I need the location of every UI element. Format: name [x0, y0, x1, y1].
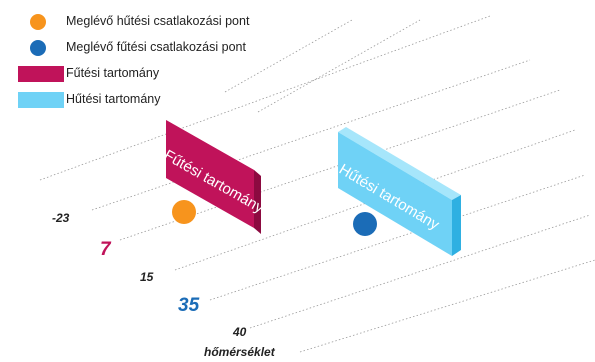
legend-item-heating-range: Fűtési tartomány [0, 64, 330, 84]
cooling-block-side [452, 195, 461, 256]
heating-block-front [166, 120, 254, 228]
legend-label: Meglévő hűtési csatlakozási pont [66, 14, 250, 28]
cooling-connection-point [172, 200, 196, 224]
legend: Meglévő hűtési csatlakozási pont Meglévő… [0, 0, 330, 120]
legend-item-cooling-range: Hűtési tartomány [0, 90, 330, 110]
guide-lines [39, 15, 595, 353]
cooling-block-front [338, 132, 452, 256]
scale-tick-label: -23 [52, 211, 70, 225]
guide-line [209, 174, 586, 301]
scale-tick-label-highlight: 7 [100, 239, 112, 260]
cooling-range-swatch [18, 92, 64, 108]
legend-label: Meglévő fűtési csatlakozási pont [66, 40, 246, 54]
guide-line [91, 59, 531, 211]
scale-tick-label: 40 [232, 325, 247, 339]
guide-line [299, 259, 595, 353]
axis-title: hőmérséklet [204, 345, 276, 359]
orange-dot-icon [30, 14, 46, 30]
heating-range-swatch [18, 66, 64, 82]
guide-line [249, 214, 591, 329]
legend-label: Fűtési tartomány [66, 66, 160, 80]
guide-line [39, 15, 491, 181]
scale-tick-label: 15 [140, 270, 154, 284]
cooling-block-top [338, 127, 461, 200]
guide-line [257, 19, 421, 113]
legend-item-cooling-point: Meglévő hűtési csatlakozási pont [0, 12, 330, 32]
guide-line [224, 19, 353, 93]
legend-item-heating-point: Meglévő fűtési csatlakozási pont [0, 38, 330, 58]
scale-tick-label-highlight: 35 [178, 295, 200, 316]
cooling-range-block: Hűtési tartomány [336, 127, 461, 256]
heating-block-side [254, 170, 261, 234]
heating-connection-point [353, 212, 377, 236]
legend-label: Hűtési tartomány [66, 92, 161, 106]
blue-dot-icon [30, 40, 46, 56]
